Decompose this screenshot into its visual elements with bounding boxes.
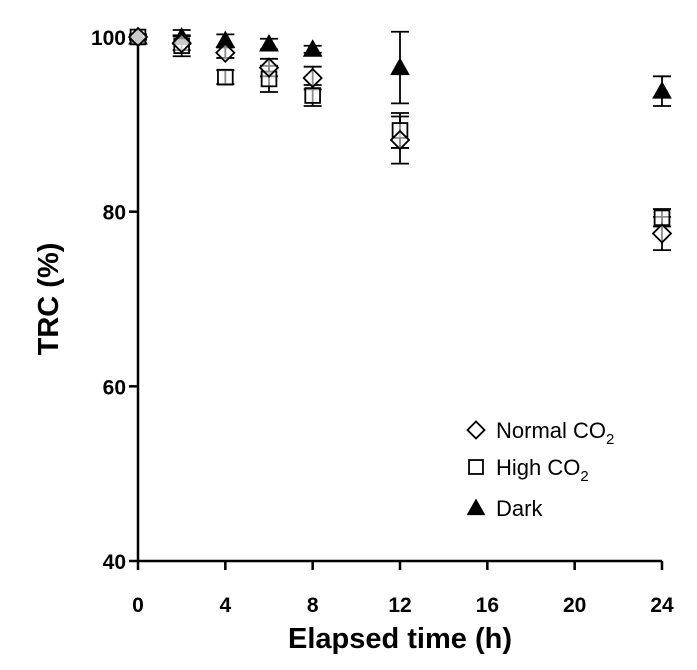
legend: Normal CO2 High CO2 Dark: [466, 418, 614, 521]
data-point: [217, 68, 234, 86]
data-point: [259, 33, 279, 52]
x-axis-title: Elapsed time (h): [288, 623, 512, 655]
data-point: [652, 81, 672, 99]
legend-label: Dark: [496, 496, 543, 521]
x-tick-label: 16: [476, 594, 499, 617]
data-point: [651, 223, 673, 244]
data-markers: [127, 26, 673, 244]
y-tick-label: 100: [91, 27, 126, 50]
x-tick-label: 8: [307, 594, 319, 617]
data-point: [171, 32, 192, 54]
data-point: [389, 129, 411, 151]
legend-label: Normal CO2: [496, 418, 614, 448]
legend-marker: [466, 498, 486, 516]
y-tick-label: 80: [103, 202, 126, 225]
legend-marker: [466, 420, 486, 440]
legend-marker: [468, 459, 484, 475]
y-tick-label: 40: [103, 551, 126, 574]
legend-label: High CO2: [496, 455, 589, 485]
data-point: [215, 42, 236, 63]
x-tick-label: 24: [650, 594, 674, 617]
ticks: 0 4 8 12 16 20 24 40 60 80 100: [91, 27, 674, 617]
x-tick-label: 20: [563, 594, 586, 617]
y-tick-label: 60: [103, 376, 126, 399]
data-point: [390, 57, 410, 76]
y-axis-title: TRC (%): [33, 243, 65, 356]
data-point: [258, 57, 280, 78]
x-tick-label: 0: [132, 594, 144, 617]
x-tick-label: 4: [219, 594, 231, 617]
data-point: [304, 87, 321, 104]
data-point: [653, 209, 671, 227]
data-point: [127, 26, 149, 48]
data-point: [302, 39, 323, 57]
data-point: [302, 67, 323, 89]
x-tick-label: 12: [388, 594, 411, 617]
